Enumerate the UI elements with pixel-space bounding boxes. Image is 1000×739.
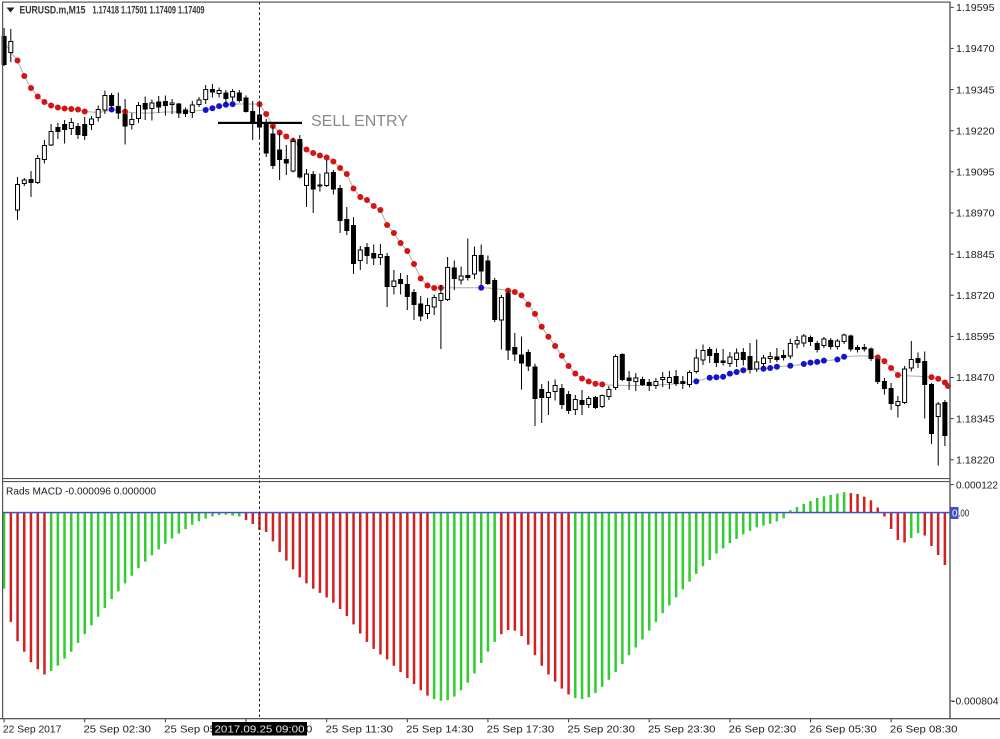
svg-text:1.18470: 1.18470 — [956, 372, 995, 384]
svg-text:Rads MACD -0.000096 0.000000: Rads MACD -0.000096 0.000000 — [6, 486, 156, 498]
svg-text:SELL ENTRY: SELL ENTRY — [311, 113, 408, 130]
svg-text:1.18845: 1.18845 — [956, 249, 995, 261]
svg-text:.00: .00 — [958, 508, 969, 520]
svg-text:25 Sep 14:30: 25 Sep 14:30 — [406, 723, 474, 735]
svg-text:25 Sep 11:30: 25 Sep 11:30 — [326, 723, 394, 735]
svg-text:1.18970: 1.18970 — [956, 208, 995, 220]
svg-text:1.18720: 1.18720 — [956, 290, 995, 302]
svg-text:26 Sep 08:30: 26 Sep 08:30 — [890, 723, 958, 735]
svg-text:1.19470: 1.19470 — [956, 43, 995, 55]
svg-text:25 Sep 02:30: 25 Sep 02:30 — [84, 723, 152, 735]
svg-text:1.19220: 1.19220 — [956, 125, 995, 137]
svg-text:26 Sep 05:30: 26 Sep 05:30 — [809, 723, 877, 735]
svg-text:0: 0 — [952, 508, 958, 520]
svg-text:1.19095: 1.19095 — [956, 167, 995, 179]
svg-text:1.18595: 1.18595 — [956, 331, 995, 343]
svg-text:0.000122: 0.000122 — [956, 479, 998, 491]
svg-text:1.19595: 1.19595 — [956, 2, 995, 14]
svg-text:1.19345: 1.19345 — [956, 84, 995, 96]
svg-text:EURUSD.m,M15: EURUSD.m,M15 — [20, 5, 86, 17]
svg-text:25 Sep 17:30: 25 Sep 17:30 — [487, 723, 555, 735]
svg-text:-0.000804: -0.000804 — [952, 696, 999, 708]
svg-text:1.18345: 1.18345 — [956, 413, 995, 425]
svg-text:1.17418 1.17501 1.17409 1.1740: 1.17418 1.17501 1.17409 1.17409 — [93, 5, 205, 17]
svg-text:22 Sep 2017: 22 Sep 2017 — [3, 723, 62, 735]
svg-text:1.18220: 1.18220 — [956, 455, 995, 467]
svg-text:25 Sep 23:30: 25 Sep 23:30 — [648, 723, 716, 735]
svg-text:2017.09.25 09:00: 2017.09.25 09:00 — [215, 724, 305, 736]
svg-text:26 Sep 02:30: 26 Sep 02:30 — [729, 723, 797, 735]
svg-text:25 Sep 20:30: 25 Sep 20:30 — [567, 723, 635, 735]
